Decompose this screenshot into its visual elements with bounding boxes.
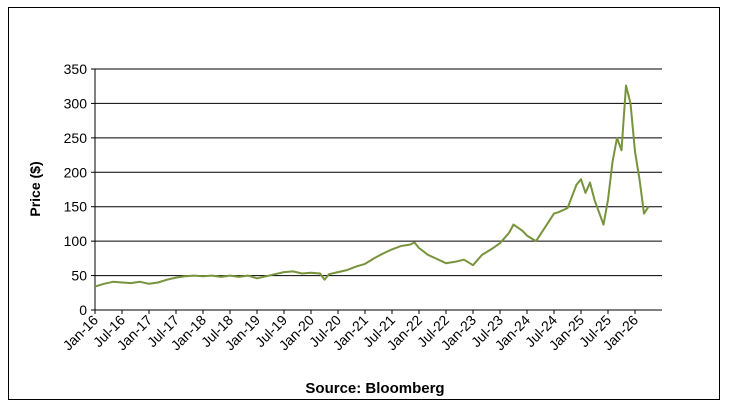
y-tick-label: 50 xyxy=(71,268,87,284)
y-axis-title: Price ($) xyxy=(27,161,43,216)
y-tick-label: 300 xyxy=(64,95,88,111)
y-tick-label: 250 xyxy=(64,130,88,146)
y-tick-label: 350 xyxy=(64,61,88,77)
price-series-line xyxy=(94,84,650,288)
y-tick-label: 200 xyxy=(64,164,88,180)
y-tick-label: 0 xyxy=(79,302,87,318)
x-tick-labels: Jan-16Jul-16Jan-17Jul-17Jan-18Jul-18Jan-… xyxy=(60,310,641,353)
y-tick-label: 150 xyxy=(64,199,88,215)
chart-frame xyxy=(8,7,720,400)
gridlines xyxy=(95,68,662,277)
y-tick-label: 100 xyxy=(64,233,88,249)
source-label: Source: Bloomberg xyxy=(305,380,444,397)
y-tick-labels: 0 50 100 150 200 250 300 350 xyxy=(64,61,95,318)
